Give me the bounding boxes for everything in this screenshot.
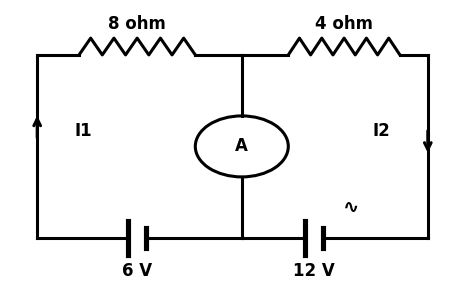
Text: 12 V: 12 V — [293, 262, 335, 281]
Text: 4 ohm: 4 ohm — [315, 15, 373, 34]
Text: ∿: ∿ — [343, 198, 359, 217]
Text: 6 V: 6 V — [122, 262, 152, 281]
Text: I2: I2 — [372, 122, 390, 140]
Text: 8 ohm: 8 ohm — [108, 15, 166, 34]
Text: I1: I1 — [75, 122, 93, 140]
Text: A: A — [235, 137, 248, 156]
